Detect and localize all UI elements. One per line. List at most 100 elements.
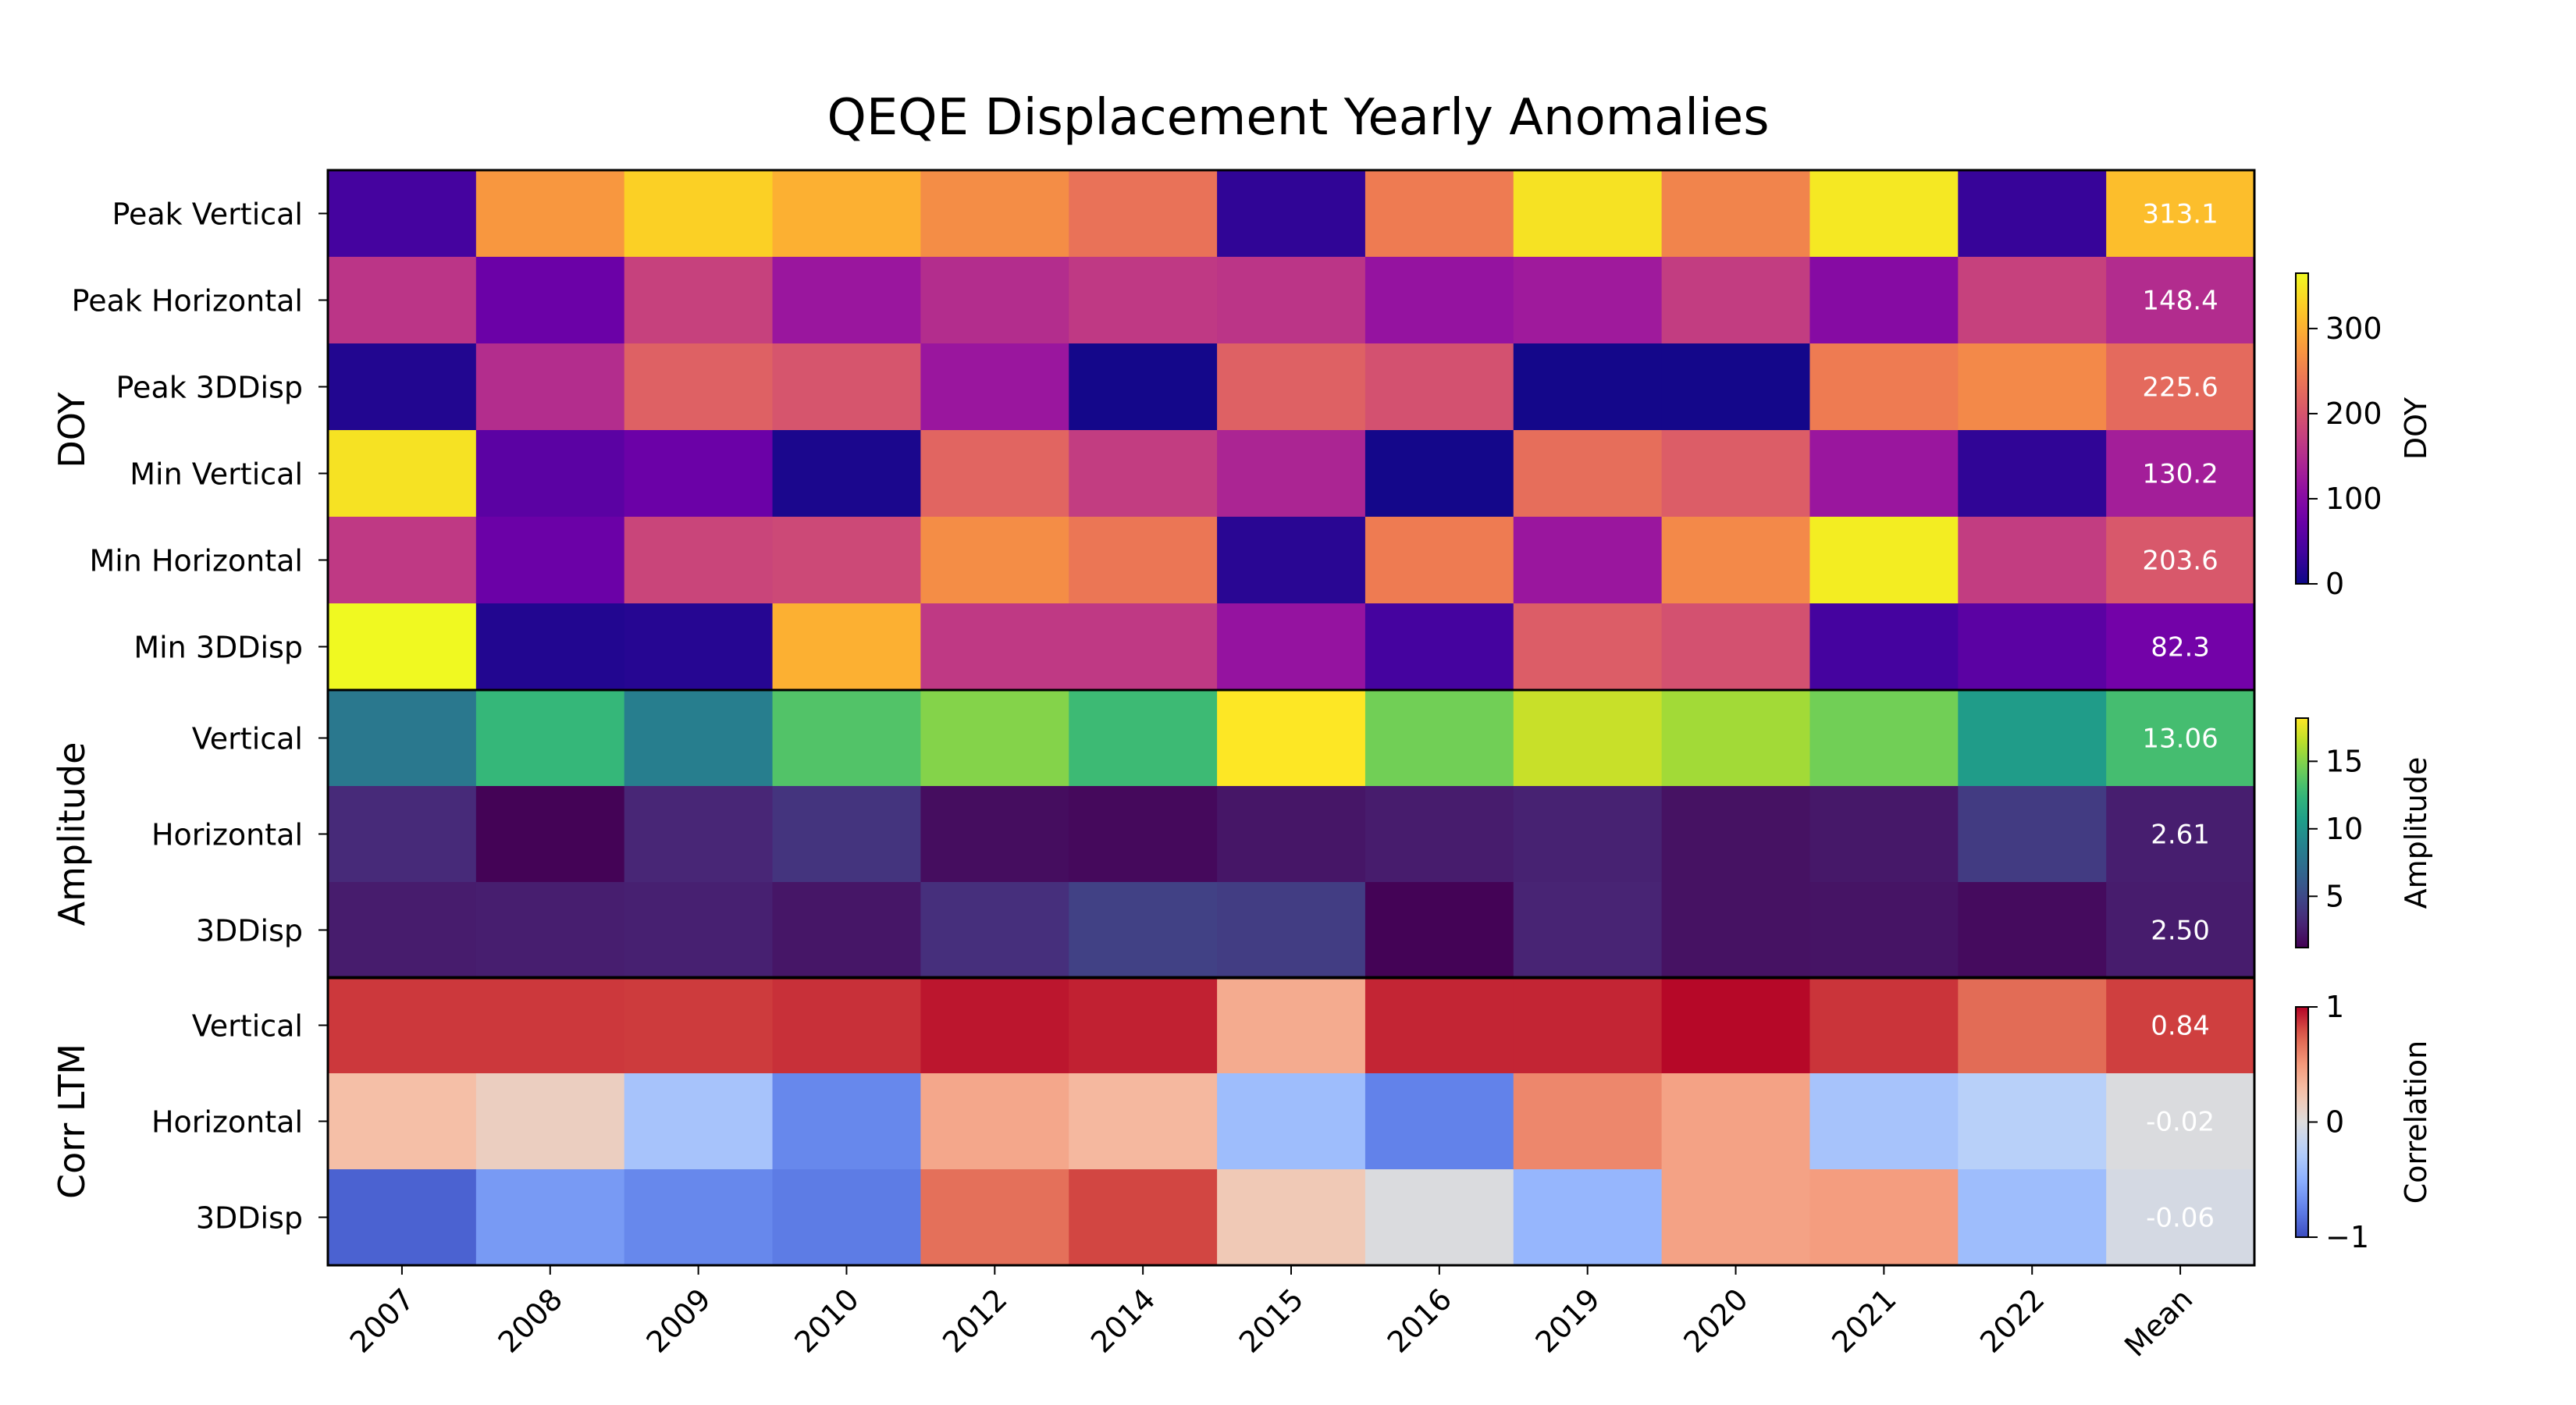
colorbar-doy bbox=[2295, 272, 2309, 585]
heatmap-cell-amplitude-3ddisp-mean bbox=[2106, 882, 2255, 979]
row-label-doy-min-horizontal: Min Horizontal bbox=[89, 544, 303, 578]
heatmap-cell-doy-peak-3ddisp-2010 bbox=[772, 343, 921, 431]
heatmap-cell-corr-horizontal-mean bbox=[2106, 1073, 2255, 1170]
group-ylabel-doy: DOY bbox=[51, 391, 93, 468]
heatmap-cell-amplitude-vertical-2019 bbox=[1513, 690, 1663, 787]
heatmap-cell-doy-min-horizontal-2015 bbox=[1217, 517, 1366, 604]
heatmap-cell-amplitude-vertical-2007 bbox=[328, 690, 477, 787]
heatmap-cell-corr-horizontal-2019 bbox=[1513, 1073, 1663, 1170]
row-label-corr-horizontal: Horizontal bbox=[151, 1105, 303, 1140]
heatmap-cell-corr-vertical-2021 bbox=[1809, 977, 1959, 1074]
colorbar-tick-label-amplitude: 5 bbox=[2325, 879, 2344, 913]
x-tick-label-2015: 2015 bbox=[1233, 1282, 1311, 1360]
heatmap-cell-amplitude-vertical-2022 bbox=[1958, 690, 2107, 787]
heatmap-cell-doy-min-vertical-2021 bbox=[1809, 430, 1959, 518]
heatmap-cell-doy-min-vertical-2012 bbox=[920, 430, 1069, 518]
heatmap-cell-amplitude-3ddisp-2022 bbox=[1958, 882, 2107, 979]
heatmap-cell-doy-min-horizontal-2014 bbox=[1069, 517, 1218, 604]
heatmap-cell-amplitude-vertical-2020 bbox=[1661, 690, 1811, 787]
mean-value-label-corr-3ddisp: -0.06 bbox=[2146, 1203, 2215, 1234]
heatmap-cell-doy-peak-3ddisp-2014 bbox=[1069, 343, 1218, 431]
heatmap-cell-corr-vertical-2020 bbox=[1661, 977, 1811, 1074]
heatmap-cell-doy-peak-horizontal-2022 bbox=[1958, 257, 2107, 344]
heatmap-cell-amplitude-horizontal-2021 bbox=[1809, 786, 1959, 883]
heatmap-cell-corr-3ddisp-2014 bbox=[1069, 1169, 1218, 1266]
heatmap-cell-corr-vertical-2022 bbox=[1958, 977, 2107, 1074]
heatmap-cell-corr-horizontal-2021 bbox=[1809, 1073, 1959, 1170]
heatmap-cell-amplitude-3ddisp-2012 bbox=[920, 882, 1069, 979]
heatmap-cell-doy-peak-vertical-2022 bbox=[1958, 170, 2107, 258]
mean-value-label-doy-peak-vertical: 313.1 bbox=[2142, 199, 2218, 230]
x-tick-label-2021: 2021 bbox=[1825, 1282, 1903, 1360]
heatmap-cell-corr-horizontal-2010 bbox=[772, 1073, 921, 1170]
heatmap-cell-corr-horizontal-2007 bbox=[328, 1073, 477, 1170]
heatmap-cell-doy-min-vertical-2022 bbox=[1958, 430, 2107, 518]
x-tick-label-mean: Mean bbox=[2118, 1282, 2199, 1363]
heatmap-cell-doy-peak-horizontal-2014 bbox=[1069, 257, 1218, 344]
row-label-doy-min-vertical: Min Vertical bbox=[130, 457, 303, 492]
heatmap-cell-amplitude-horizontal-mean bbox=[2106, 786, 2255, 883]
heatmap-cell-corr-3ddisp-2012 bbox=[920, 1169, 1069, 1266]
heatmap-cell-corr-horizontal-2015 bbox=[1217, 1073, 1366, 1170]
x-tick-label-2019: 2019 bbox=[1529, 1282, 1607, 1360]
row-label-doy-peak-3ddisp: Peak 3DDisp bbox=[116, 371, 304, 405]
heatmap-cell-doy-peak-vertical-2010 bbox=[772, 170, 921, 258]
heatmap-cell-doy-peak-3ddisp-2008 bbox=[475, 343, 625, 431]
colorbar-tick-label-doy: 300 bbox=[2325, 311, 2382, 346]
heatmap-cell-doy-peak-horizontal-2019 bbox=[1513, 257, 1663, 344]
heatmap-cell-doy-peak-3ddisp-2007 bbox=[328, 343, 477, 431]
heatmap-cell-doy-min-horizontal-2009 bbox=[624, 517, 774, 604]
heatmap-cell-corr-3ddisp-2019 bbox=[1513, 1169, 1663, 1266]
heatmap-cell-doy-min-horizontal-2019 bbox=[1513, 517, 1663, 604]
heatmap-cell-doy-peak-3ddisp-2009 bbox=[624, 343, 774, 431]
heatmap-cell-doy-min-3ddisp-2014 bbox=[1069, 603, 1218, 691]
colorbar-tick-label-doy: 0 bbox=[2325, 567, 2344, 601]
heatmap-cell-amplitude-vertical-mean bbox=[2106, 690, 2255, 787]
heatmap-cell-doy-min-3ddisp-2010 bbox=[772, 603, 921, 691]
heatmap-cell-doy-min-3ddisp-mean bbox=[2106, 603, 2255, 691]
colorbar-amplitude bbox=[2295, 717, 2309, 948]
heatmap-cell-doy-peak-vertical-2012 bbox=[920, 170, 1069, 258]
heatmap-cell-corr-horizontal-2009 bbox=[624, 1073, 774, 1170]
heatmap-cell-doy-peak-vertical-2016 bbox=[1364, 170, 1514, 258]
heatmap-cell-doy-min-horizontal-2012 bbox=[920, 517, 1069, 604]
row-label-amplitude-3ddisp: 3DDisp bbox=[196, 914, 303, 948]
heatmap-cell-doy-min-vertical-2008 bbox=[475, 430, 625, 518]
heatmap-cell-amplitude-vertical-2021 bbox=[1809, 690, 1959, 787]
heatmap-cell-doy-peak-3ddisp-2016 bbox=[1364, 343, 1514, 431]
heatmap-cell-amplitude-horizontal-2014 bbox=[1069, 786, 1218, 883]
colorbar-corr bbox=[2295, 1006, 2309, 1238]
heatmap-cell-doy-peak-3ddisp-2021 bbox=[1809, 343, 1959, 431]
heatmap-cell-amplitude-horizontal-2007 bbox=[328, 786, 477, 883]
row-label-doy-min-3ddisp: Min 3DDisp bbox=[133, 631, 303, 665]
colorbar-label-amplitude: Amplitude bbox=[2399, 757, 2433, 909]
heatmap-cell-doy-min-3ddisp-2015 bbox=[1217, 603, 1366, 691]
colorbar-tick-label-amplitude: 15 bbox=[2325, 744, 2363, 778]
heatmap-cell-amplitude-horizontal-2020 bbox=[1661, 786, 1811, 883]
heatmap-cell-doy-min-3ddisp-2007 bbox=[328, 603, 477, 691]
x-tick-label-2009: 2009 bbox=[639, 1282, 717, 1360]
heatmap-cell-corr-vertical-2012 bbox=[920, 977, 1069, 1074]
row-label-amplitude-horizontal: Horizontal bbox=[151, 818, 303, 852]
heatmap-cell-doy-min-3ddisp-2016 bbox=[1364, 603, 1514, 691]
heatmap-cell-doy-peak-horizontal-2008 bbox=[475, 257, 625, 344]
heatmap-cell-amplitude-vertical-2015 bbox=[1217, 690, 1366, 787]
heatmap-cell-amplitude-3ddisp-2019 bbox=[1513, 882, 1663, 979]
heatmap-cell-doy-peak-horizontal-2009 bbox=[624, 257, 774, 344]
mean-value-label-doy-peak-horizontal: 148.4 bbox=[2142, 286, 2218, 317]
colorbar-tick-label-amplitude: 10 bbox=[2325, 812, 2363, 846]
heatmap-cell-doy-min-3ddisp-2019 bbox=[1513, 603, 1663, 691]
heatmap-cell-amplitude-vertical-2016 bbox=[1364, 690, 1514, 787]
colorbar-label-corr: Correlation bbox=[2399, 1040, 2433, 1204]
x-tick-label-2022: 2022 bbox=[1973, 1282, 2051, 1360]
heatmap-cell-doy-peak-3ddisp-2012 bbox=[920, 343, 1069, 431]
heatmap-cell-doy-peak-vertical-2015 bbox=[1217, 170, 1366, 258]
heatmap-cell-amplitude-vertical-2014 bbox=[1069, 690, 1218, 787]
x-tick-label-2010: 2010 bbox=[788, 1282, 866, 1360]
mean-value-label-amplitude-vertical: 13.06 bbox=[2142, 724, 2218, 755]
mean-value-label-doy-min-horizontal: 203.6 bbox=[2142, 546, 2218, 577]
heatmap-cell-amplitude-horizontal-2015 bbox=[1217, 786, 1366, 883]
heatmap-cells bbox=[328, 170, 2255, 1266]
x-tick-label-2012: 2012 bbox=[936, 1282, 1014, 1360]
